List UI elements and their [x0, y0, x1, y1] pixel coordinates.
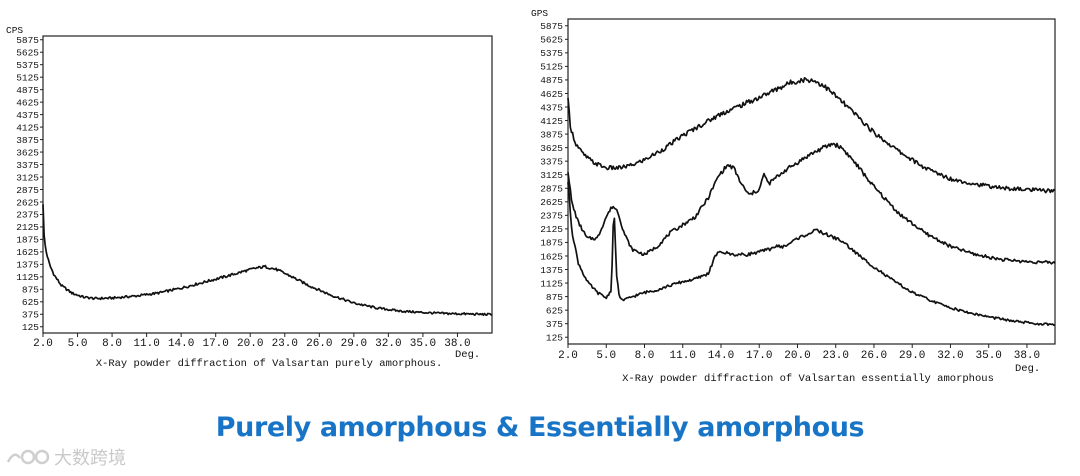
plot-frame — [567, 18, 1056, 345]
x-tick-label: 26.0 — [861, 350, 887, 362]
x-axis-unit: Deg. — [1015, 363, 1040, 375]
xrd-chart-2: GPS 5875 5625 5375 5125 4875 4625 4375 4125 3875 3… — [531, 8, 1056, 385]
x-tick-label: 35.0 — [410, 338, 436, 350]
x-tick-label: 5.0 — [596, 350, 616, 362]
diffraction-curve-2 — [567, 142, 1056, 265]
y-tick-label: 625 — [546, 305, 563, 316]
y-tick-label: 1625 — [540, 251, 563, 262]
y-tick-label: 4875 — [540, 75, 563, 86]
y-tick-label: 5125 — [16, 72, 39, 83]
y-tick-label: 3375 — [16, 160, 39, 171]
x-tick-label: 5.0 — [68, 338, 88, 350]
x-tick-label: 14.0 — [708, 350, 734, 362]
x-tick-label: 8.0 — [102, 338, 122, 350]
x-tick-label: 2.0 — [33, 338, 53, 350]
diffraction-curve-1 — [567, 77, 1056, 194]
x-tick-label: 17.0 — [202, 338, 228, 350]
y-tick-label: 2875 — [540, 184, 563, 195]
x-tick-label: 20.0 — [237, 338, 263, 350]
x-tick-label: 20.0 — [784, 350, 810, 362]
x-tick-label: 32.0 — [937, 350, 963, 362]
x-tick-label: 11.0 — [670, 350, 696, 362]
chart-caption: X-Ray powder diffraction of Valsartan pu… — [96, 358, 443, 370]
y-tick-label: 4875 — [16, 85, 39, 96]
y-tick-label: 1375 — [16, 260, 39, 271]
y-tick-label: 875 — [546, 292, 563, 303]
y-tick-label: 1125 — [540, 278, 563, 289]
x-tick-label: 2.0 — [558, 350, 578, 362]
y-tick-label: 2375 — [16, 210, 39, 221]
y-tick-label: 125 — [546, 333, 563, 344]
diffraction-curve-1 — [42, 204, 493, 317]
y-tick-label: 125 — [22, 322, 39, 333]
y-axis-label: CPS — [6, 25, 23, 36]
y-tick-label: 4125 — [540, 116, 563, 127]
y-tick-label: 1375 — [540, 265, 563, 276]
y-tick-label: 3875 — [16, 135, 39, 146]
y-tick-label: 2625 — [16, 197, 39, 208]
main-caption: Purely amorphous & Essentially amorphous — [215, 412, 865, 443]
y-tick-label: 5375 — [540, 48, 563, 59]
y-tick-label: 3375 — [540, 156, 563, 167]
y-tick-label: 2125 — [16, 222, 39, 233]
x-tick-label: 32.0 — [375, 338, 401, 350]
y-tick-label: 4375 — [16, 110, 39, 121]
watermark: 大数跨境 — [4, 444, 126, 470]
y-tick-label: 3625 — [16, 147, 39, 158]
y-tick-label: 2375 — [540, 211, 563, 222]
y-tick-label: 3125 — [16, 172, 39, 183]
y-tick-label: 2625 — [540, 197, 563, 208]
x-tick-label: 11.0 — [133, 338, 159, 350]
y-tick-label: 4375 — [540, 102, 563, 113]
x-tick-label: 23.0 — [823, 350, 849, 362]
y-tick-label: 5875 — [540, 21, 563, 32]
y-axis-label: GPS — [531, 8, 548, 19]
y-tick-label: 2875 — [16, 185, 39, 196]
y-tick-label: 5875 — [16, 35, 39, 46]
x-tick-label: 23.0 — [272, 338, 298, 350]
y-tick-label: 1625 — [16, 247, 39, 258]
y-tick-label: 3625 — [540, 143, 563, 154]
y-tick-label: 4125 — [16, 122, 39, 133]
x-tick-label: 29.0 — [341, 338, 367, 350]
y-tick-label: 4625 — [540, 89, 563, 100]
watermark-logo-icon — [6, 449, 50, 465]
y-tick-label: 875 — [22, 285, 39, 296]
y-tick-label: 1125 — [16, 272, 39, 283]
y-tick-label: 375 — [546, 319, 563, 330]
y-tick-label: 3125 — [540, 170, 563, 181]
x-tick-label: 35.0 — [976, 350, 1002, 362]
x-tick-label: 8.0 — [635, 350, 655, 362]
y-tick-label: 1875 — [540, 238, 563, 249]
y-tick-label: 5625 — [16, 48, 39, 59]
x-tick-label: 38.0 — [1014, 350, 1040, 362]
x-tick-label: 14.0 — [168, 338, 194, 350]
y-tick-label: 4625 — [16, 97, 39, 108]
y-tick-label: 2125 — [540, 224, 563, 235]
y-tick-label: 5625 — [540, 35, 563, 46]
y-tick-label: 3875 — [540, 129, 563, 140]
y-tick-label: 5125 — [540, 62, 563, 73]
plot-frame — [42, 35, 493, 334]
x-tick-label: 29.0 — [899, 350, 925, 362]
y-tick-label: 5375 — [16, 60, 39, 71]
x-tick-label: 17.0 — [746, 350, 772, 362]
x-tick-label: 38.0 — [444, 338, 470, 350]
x-axis-unit: Deg. — [455, 349, 480, 361]
diffraction-curve-3 — [567, 182, 1056, 327]
y-tick-label: 375 — [22, 310, 39, 321]
x-tick-label: 26.0 — [306, 338, 332, 350]
watermark-text: 大数跨境 — [54, 448, 126, 469]
y-tick-label: 1875 — [16, 235, 39, 246]
xrd-chart-1: CPS5875562553755125487546254375412538753… — [6, 25, 493, 370]
chart-caption: X-Ray powder diffraction of Valsartan es… — [622, 373, 994, 385]
y-tick-label: 625 — [22, 297, 39, 308]
xrd-charts: CPS5875562553755125487546254375412538753… — [6, 8, 1056, 385]
